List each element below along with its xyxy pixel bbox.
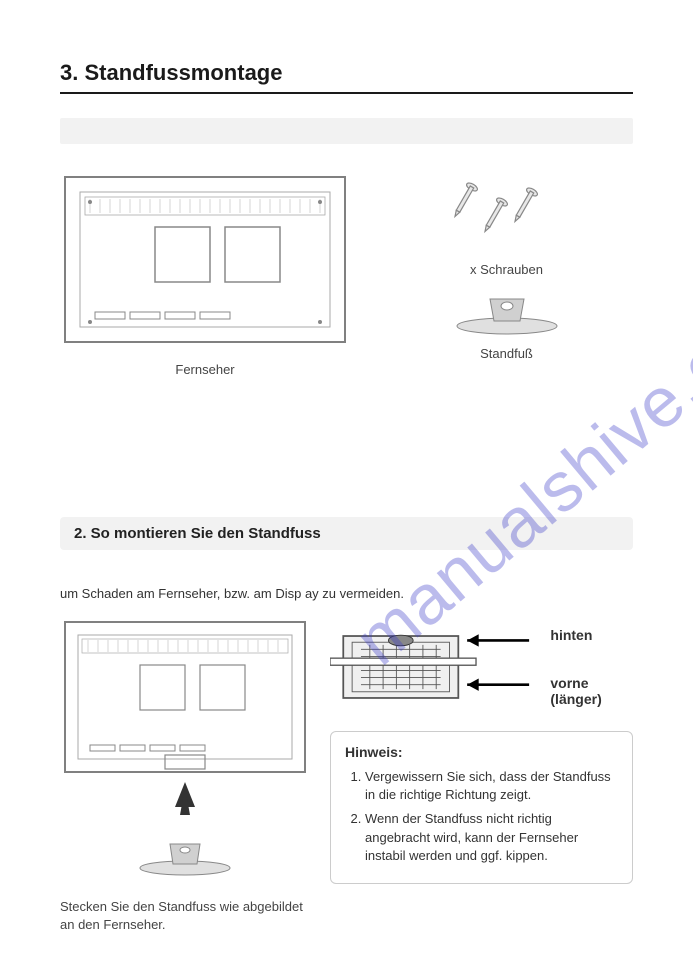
note-title: Hinweis: [345,744,618,760]
parts-row: Fernseher x Schrauben Standfuß [60,172,633,377]
stand-piece-diagram [135,838,235,878]
stand-diagram [452,291,562,336]
tv-column: Fernseher [60,172,350,377]
note-box: Hinweis: Vergewissern Sie sich, dass der… [330,731,633,884]
orientation-diagram [330,617,542,717]
assembly-row: Stecken Sie den Standfuss wie abgebildet… [60,617,633,934]
tv-label: Fernseher [60,362,350,377]
intro-text: um Schaden am Fernseher, bzw. am Disp ay… [60,586,633,601]
page-title: 3. Standfussmontage [60,60,633,94]
front-label: vorne (länger) [550,675,633,707]
section-bar-1 [60,118,633,144]
section-header-2: 2. So montieren Sie den Standfuss [60,517,633,550]
assembly-right: hinten vorne (länger) Hinweis: Vergewiss… [330,617,633,934]
parts-column: x Schrauben Standfuß [380,172,633,377]
tv-assembly-diagram [60,617,310,827]
stand-label: Standfuß [480,346,533,361]
note-list: Vergewissern Sie sich, dass der Standfus… [345,768,618,865]
screws-label: x Schrauben [470,262,543,277]
tv-back-diagram [60,172,350,347]
back-label: hinten [550,627,633,643]
note-item: Vergewissern Sie sich, dass der Standfus… [365,768,618,804]
assembly-left: Stecken Sie den Standfuss wie abgebildet… [60,617,310,934]
assembly-caption: Stecken Sie den Standfuss wie abgebildet… [60,898,310,934]
screws-diagram [447,172,567,252]
note-item: Wenn der Standfuss nicht richtig angebra… [365,810,618,865]
